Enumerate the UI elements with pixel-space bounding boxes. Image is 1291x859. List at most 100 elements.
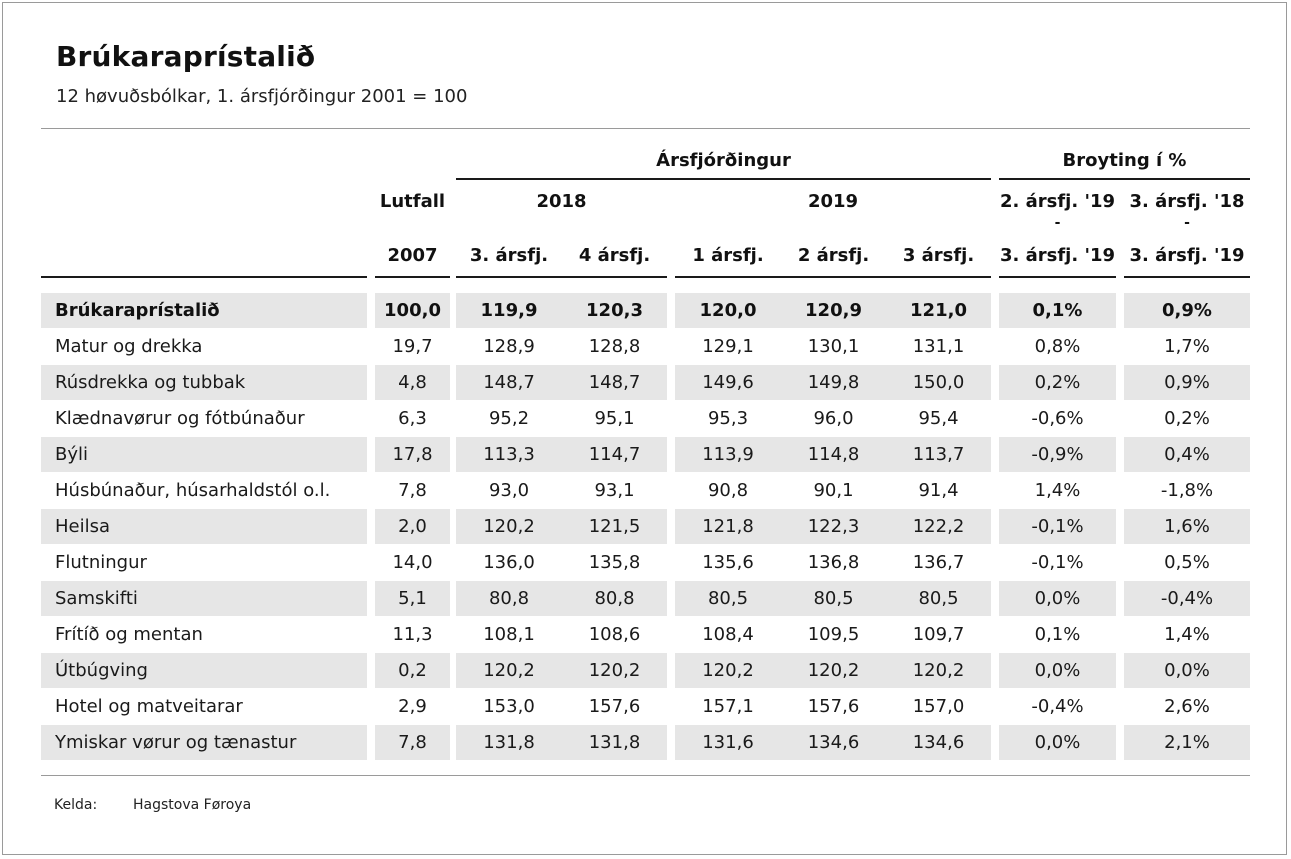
cell-ch2: 0,2% <box>1164 408 1210 429</box>
cell-q3-19: 131,1 <box>912 336 965 357</box>
cell-q3-19: 150,0 <box>912 372 965 393</box>
header-change2-line2: 3. ársfj. '19 <box>1129 245 1245 266</box>
page-subtitle: 12 høvuðsbólkar, 1. ársfjórðingur 2001 =… <box>56 86 468 107</box>
cell-q2-19: 136,8 <box>807 552 860 573</box>
row-stripe <box>456 365 667 400</box>
cell-q3-18: 119,9 <box>480 300 538 321</box>
cell-ch1: -0,4% <box>1031 696 1084 717</box>
row-stripe <box>41 365 367 400</box>
underline-group-change <box>999 178 1250 180</box>
cell-q4-18: 120,3 <box>586 300 643 321</box>
header-change1-line2: 3. ársfj. '19 <box>999 245 1116 266</box>
row-stripe <box>456 581 667 616</box>
cell-q3-18: 131,8 <box>483 732 535 753</box>
row-stripe <box>675 437 991 472</box>
cell-q1-19: 90,8 <box>707 480 749 501</box>
cell-q3-18: 153,0 <box>483 696 535 717</box>
cell-ch2: 0,5% <box>1164 552 1210 573</box>
cell-weight: 4,8 <box>398 372 427 393</box>
cell-weight: 5,1 <box>398 588 427 609</box>
cell-q3-18: 148,7 <box>483 372 535 393</box>
row-stripe <box>456 653 667 688</box>
cell-q3-18: 93,0 <box>488 480 530 501</box>
cell-q3-18: 108,1 <box>483 624 535 645</box>
cell-ch2: 0,9% <box>1164 372 1210 393</box>
row-stripe <box>41 509 367 544</box>
row-stripe <box>999 725 1116 760</box>
source-value: Hagstova Føroya <box>133 797 252 813</box>
cell-ch1: -0,1% <box>1031 516 1084 537</box>
cell-ch2: -0,4% <box>1160 588 1214 609</box>
cell-weight: 17,8 <box>392 444 433 465</box>
cell-q2-19: 134,6 <box>807 732 860 753</box>
cell-label: Hotel og matveitarar <box>55 696 243 717</box>
row-stripe <box>1124 509 1250 544</box>
cell-ch1: 0,2% <box>1034 372 1081 393</box>
cell-label: Klædnavørur og fótbúnaður <box>55 408 305 429</box>
row-stripe <box>999 509 1116 544</box>
cell-q1-19: 120,0 <box>699 300 757 321</box>
cell-weight: 19,7 <box>392 336 433 357</box>
cell-weight: 14,0 <box>392 552 433 573</box>
row-stripe <box>456 293 667 328</box>
cell-weight: 7,8 <box>398 732 427 753</box>
cell-q4-18: 95,1 <box>594 408 635 429</box>
underline-2018-columns <box>456 276 667 278</box>
cell-q3-18: 113,3 <box>483 444 535 465</box>
cell-q4-18: 148,7 <box>588 372 641 393</box>
row-stripe <box>999 365 1116 400</box>
row-stripe <box>675 293 991 328</box>
cell-weight: 6,3 <box>398 408 427 429</box>
cell-ch2: 0,4% <box>1164 444 1210 465</box>
header-q1-2019: 1 ársfj. <box>692 245 764 266</box>
cell-q1-19: 80,5 <box>707 588 749 609</box>
cell-label: Rúsdrekka og tubbak <box>55 372 246 393</box>
row-stripe <box>999 581 1116 616</box>
cell-q3-19: 113,7 <box>912 444 965 465</box>
row-stripe <box>41 653 367 688</box>
underline-2019-columns <box>675 276 991 278</box>
row-stripe <box>1124 365 1250 400</box>
cell-q3-18: 95,2 <box>488 408 530 429</box>
cell-ch1: -0,6% <box>1031 408 1084 429</box>
cell-q1-19: 149,6 <box>702 372 754 393</box>
underline-weight-column <box>375 276 450 278</box>
bottom-divider <box>41 775 1250 776</box>
cell-weight: 100,0 <box>384 300 441 321</box>
cell-q2-19: 120,2 <box>807 660 860 681</box>
header-change2-dash: - <box>1184 215 1190 231</box>
source-label: Kelda: <box>54 797 98 813</box>
row-stripe <box>41 581 367 616</box>
cell-ch1: -0,9% <box>1031 444 1084 465</box>
row-stripe <box>675 509 991 544</box>
cell-ch1: 0,1% <box>1032 300 1083 321</box>
header-group-quarter: Ársfjórðingur <box>656 150 791 171</box>
row-stripe <box>375 581 450 616</box>
cell-label: Frítíð og mentan <box>55 624 203 645</box>
underline-group-quarter <box>456 178 991 180</box>
underline-label-column <box>41 276 367 278</box>
cell-q3-19: 95,4 <box>918 408 959 429</box>
cell-weight: 0,2 <box>398 660 427 681</box>
cell-q4-18: 157,6 <box>588 696 641 717</box>
row-stripe <box>456 437 667 472</box>
cell-ch2: 0,9% <box>1162 300 1212 321</box>
header-change1-line1: 2. ársfj. '19 <box>999 191 1116 212</box>
cell-q2-19: 157,6 <box>807 696 860 717</box>
row-stripe <box>456 725 667 760</box>
cell-q1-19: 121,8 <box>702 516 754 537</box>
cell-ch1: 0,0% <box>1034 660 1081 681</box>
row-stripe <box>375 725 450 760</box>
cell-q4-18: 135,8 <box>588 552 641 573</box>
cell-ch1: 1,4% <box>1034 480 1081 501</box>
cell-label: Ymiskar vørur og tænastur <box>55 732 297 753</box>
underline-change1-column <box>999 276 1116 278</box>
cell-q2-19: 114,8 <box>807 444 860 465</box>
cell-ch1: 0,0% <box>1034 588 1081 609</box>
cell-ch1: 0,8% <box>1034 336 1081 357</box>
cell-ch2: -1,8% <box>1160 480 1214 501</box>
cell-q2-19: 96,0 <box>813 408 854 429</box>
cell-ch2: 1,4% <box>1164 624 1210 645</box>
cell-ch2: 2,1% <box>1164 732 1210 753</box>
row-stripe <box>675 653 991 688</box>
